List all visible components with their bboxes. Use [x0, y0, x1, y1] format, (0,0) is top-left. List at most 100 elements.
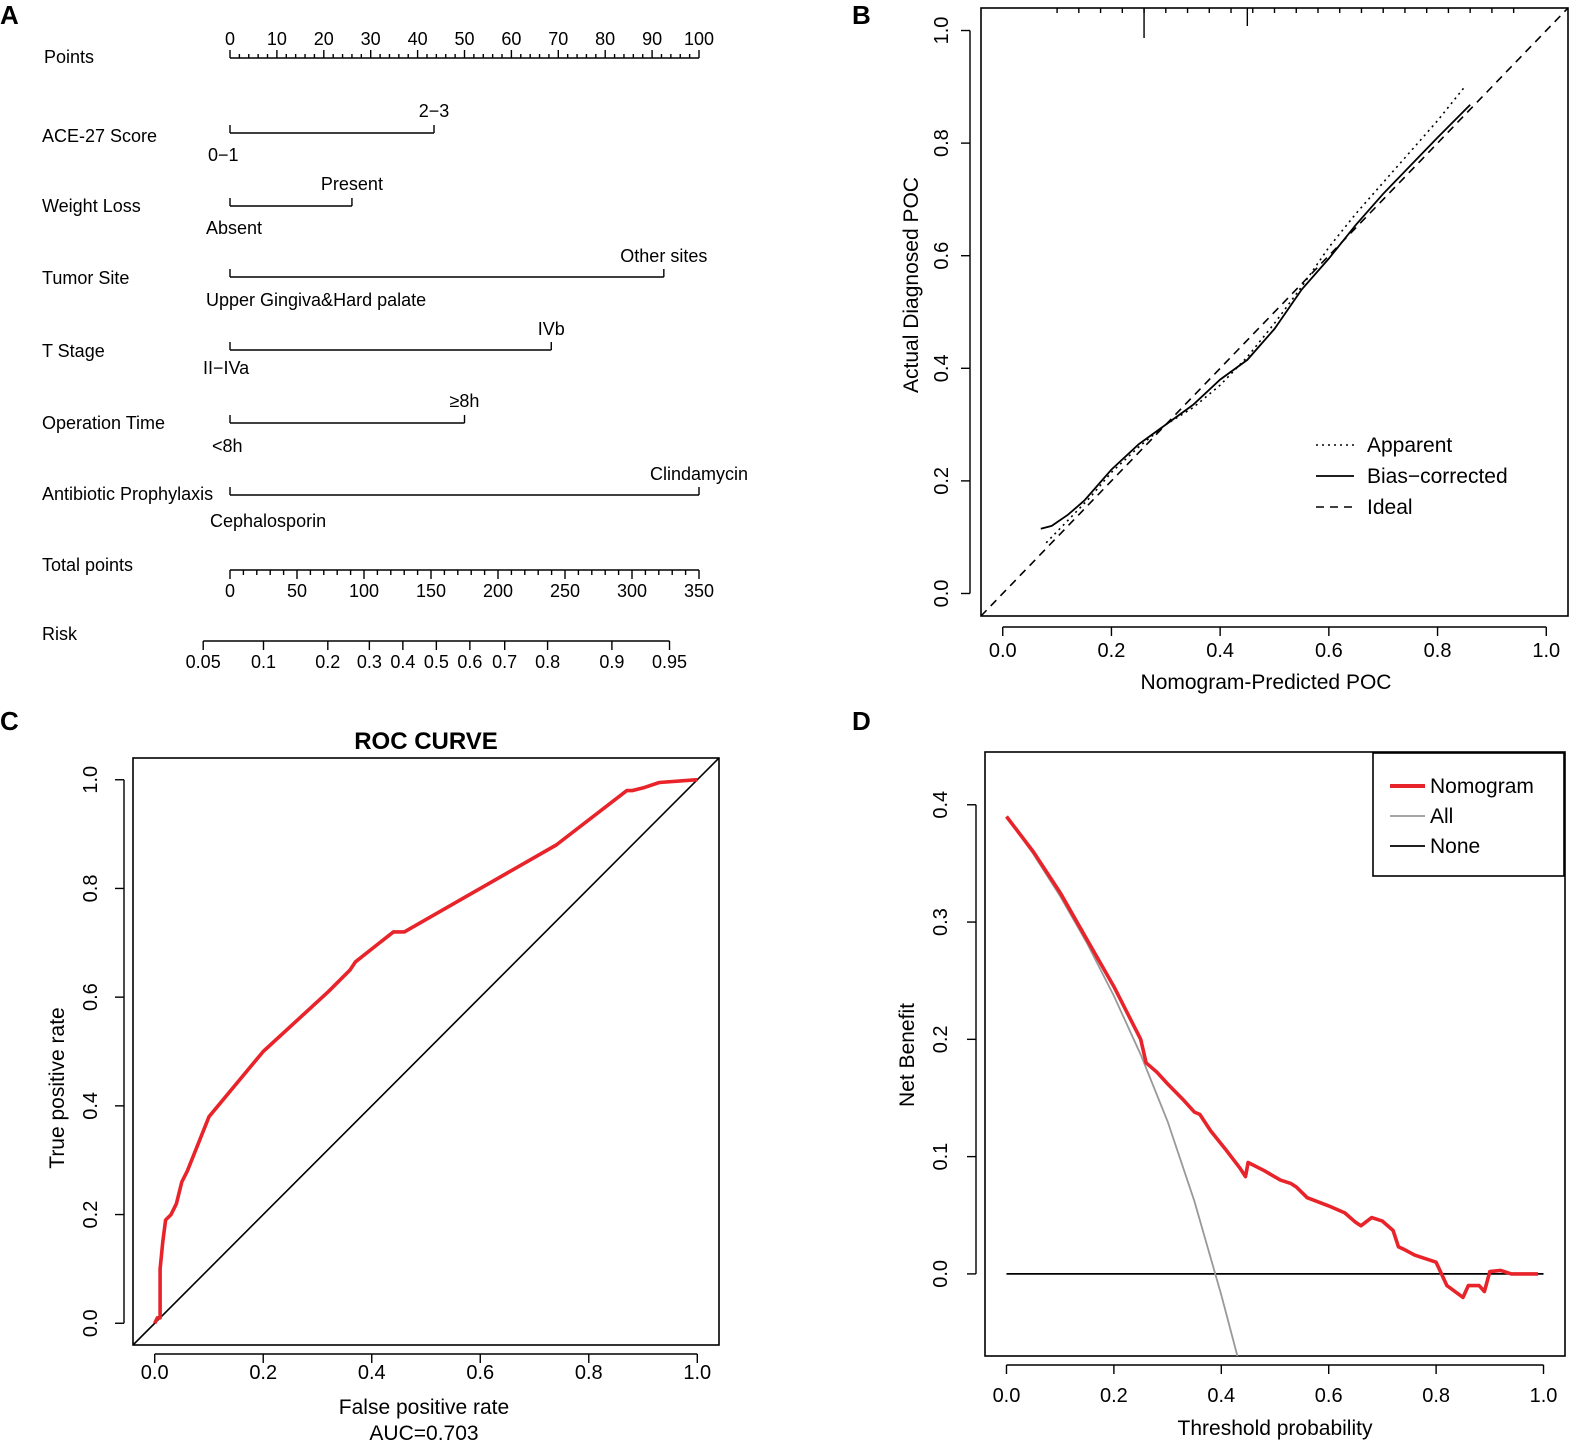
- roc-series: [132, 757, 720, 1346]
- tumor-site-row-label: Tumor Site: [42, 268, 129, 288]
- tumor-site-high-level-label: Other sites: [620, 246, 707, 266]
- t-stage-row-label: T Stage: [42, 341, 105, 361]
- legend-all-label: All: [1430, 805, 1453, 828]
- dca-y-axis-title: Net Benefit: [896, 1003, 919, 1107]
- calibration-axes: 0.0 0.2 0.4 0.6 0.8 1.0 0.0 0.2 0.4 0.6 0.8 1.0: [931, 17, 1560, 662]
- risk-tick-label: 0.6: [457, 652, 482, 672]
- roc-x-tick-label: 0.8: [575, 1362, 603, 1384]
- risk-tick-label: 0.8: [535, 652, 560, 672]
- points-tick-label: 60: [501, 29, 521, 49]
- roc-y-axis-title: True positive rate: [46, 1007, 69, 1168]
- panel-a-nomogram: A Points 0 10 20 30 40 50 60 70 80 90 100 ACE-27 Sco…: [0, 0, 748, 672]
- dca-nomogram-curve: [1005, 815, 1539, 1300]
- risk-row-label: Risk: [42, 624, 78, 644]
- total-points-tick-label: 300: [617, 581, 647, 601]
- risk-tick-label: 0.95: [652, 652, 687, 672]
- panel-b-calibration: B 0.0 0.2 0.4 0.6 0.8 1.0 0.0 0.2 0.4 0.6 0.8 1.0 N…: [852, 0, 1569, 694]
- roc-y-tick-label: 0.0: [80, 1309, 102, 1337]
- tumor-site-low-level-label: Upper Gingiva&Hard palate: [206, 290, 426, 310]
- ace-27-score-row-label: ACE-27 Score: [42, 126, 157, 146]
- ace-27-score-low-level-label: 0−1: [208, 145, 239, 165]
- dca-y-tick-label: 0.2: [930, 1025, 952, 1053]
- panel-d-decision-curve: D 0.0 0.2 0.4 0.6 0.8 1.0 0.0 0.1 0.2 0.3 0.4 Thre…: [852, 706, 1566, 1440]
- dca-x-tick-label: 0.0: [993, 1385, 1021, 1407]
- apparent-line: [1045, 86, 1466, 544]
- roc-x-tick-label: 1.0: [683, 1362, 711, 1384]
- dca-series: [1005, 815, 1544, 1357]
- calibration-y-tick-label: 0.0: [931, 580, 953, 608]
- risk-tick-label: 0.9: [599, 652, 624, 672]
- risk-tick-label: 0.7: [492, 652, 517, 672]
- dca-x-tick-label: 1.0: [1530, 1385, 1558, 1407]
- antibiotic-prophylaxis-low-level-label: Cephalosporin: [210, 511, 326, 531]
- calibration-x-tick-label: 0.2: [1098, 640, 1126, 662]
- legend-bias-corrected-label: Bias−corrected: [1367, 465, 1508, 488]
- risk-tick-label: 0.05: [186, 652, 221, 672]
- dca-x-axis-title: Threshold probability: [1178, 1417, 1373, 1440]
- ace-27-score-high-level-label: 2−3: [419, 101, 450, 121]
- panel-d-label: D: [852, 706, 871, 736]
- roc-plot-frame: [132, 757, 720, 1346]
- risk-tick-label: 0.5: [424, 652, 449, 672]
- legend-nomogram-label: Nomogram: [1430, 775, 1534, 798]
- roc-axes: 0.0 0.2 0.4 0.6 0.8 1.0 0.0 0.2 0.4 0.6 0.8 1.0: [80, 766, 711, 1384]
- weight-loss-row-label: Weight Loss: [42, 196, 141, 216]
- panel-b-label: B: [852, 0, 871, 30]
- dca-axes: 0.0 0.2 0.4 0.6 0.8 1.0 0.0 0.1 0.2 0.3 0.4: [930, 791, 1557, 1407]
- points-row-label: Points: [44, 47, 94, 67]
- legend-apparent-label: Apparent: [1367, 434, 1452, 457]
- points-tick-label: 70: [548, 29, 568, 49]
- dca-x-tick-label: 0.6: [1315, 1385, 1343, 1407]
- roc-x-axis-title: False positive rate: [339, 1396, 509, 1419]
- calibration-y-axis-title: Actual Diagnosed POC: [900, 177, 923, 393]
- total-points-tick-label: 150: [416, 581, 446, 601]
- roc-curve: [153, 777, 698, 1325]
- risk-tick-label: 0.2: [315, 652, 340, 672]
- operation-time-low-level-label: <8h: [212, 436, 243, 456]
- dca-all-curve: [1005, 815, 1239, 1357]
- calibration-y-tick-label: 0.2: [931, 467, 953, 495]
- t-stage-low-level-label: II−IVa: [203, 358, 250, 378]
- t-stage-high-level-label: IVb: [538, 319, 565, 339]
- antibiotic-prophylaxis-high-level-label: Clindamycin: [650, 464, 748, 484]
- total-points-tick-label: 250: [550, 581, 580, 601]
- dca-y-tick-label: 0.4: [930, 791, 952, 819]
- points-tick-label: 20: [314, 29, 334, 49]
- calibration-y-tick-label: 0.6: [931, 242, 953, 270]
- risk-tick-label: 0.4: [390, 652, 415, 672]
- panel-a-label: A: [0, 0, 19, 30]
- roc-x-tick-label: 0.6: [466, 1362, 494, 1384]
- total-points-tick-label: 100: [349, 581, 379, 601]
- calibration-x-tick-label: 1.0: [1532, 640, 1560, 662]
- calibration-series: [980, 7, 1569, 617]
- operation-time-high-level-label: ≥8h: [450, 391, 480, 411]
- nomogram-rows: Points 0 10 20 30 40 50 60 70 80 90 100 ACE-27 Score…: [42, 29, 748, 672]
- points-tick-label: 40: [408, 29, 428, 49]
- roc-x-tick-label: 0.0: [141, 1362, 169, 1384]
- risk-tick-label: 0.3: [357, 652, 382, 672]
- points-tick-label: 80: [595, 29, 615, 49]
- calibration-x-tick-label: 0.6: [1315, 640, 1343, 662]
- dca-legend: Nomogram All None: [1372, 752, 1565, 877]
- points-tick-label: 90: [642, 29, 662, 49]
- calibration-x-axis-title: Nomogram-Predicted POC: [1141, 671, 1392, 694]
- dca-x-tick-label: 0.2: [1100, 1385, 1128, 1407]
- ideal-line: [980, 7, 1569, 617]
- dca-legend-box: [1372, 752, 1565, 877]
- total-points-tick-label: 0: [225, 581, 235, 601]
- calibration-x-tick-label: 0.8: [1424, 640, 1452, 662]
- panel-c-label: C: [0, 706, 19, 736]
- roc-y-tick-label: 1.0: [80, 766, 102, 794]
- weight-loss-low-level-label: Absent: [206, 218, 262, 238]
- roc-y-tick-label: 0.6: [80, 983, 102, 1011]
- total-points-tick-label: 50: [287, 581, 307, 601]
- calibration-y-tick-label: 0.4: [931, 354, 953, 382]
- roc-x-tick-label: 0.4: [358, 1362, 386, 1384]
- total-points-tick-label: 350: [684, 581, 714, 601]
- dca-y-tick-label: 0.3: [930, 908, 952, 936]
- antibiotic-prophylaxis-row-label: Antibiotic Prophylaxis: [42, 484, 213, 504]
- points-tick-label: 10: [267, 29, 287, 49]
- calibration-y-tick-label: 1.0: [931, 17, 953, 45]
- panel-c-roc: C ROC CURVE 0.0 0.2 0.4 0.6 0.8 1.00.00.20.40…: [0, 706, 720, 1445]
- dca-x-tick-label: 0.8: [1422, 1385, 1450, 1407]
